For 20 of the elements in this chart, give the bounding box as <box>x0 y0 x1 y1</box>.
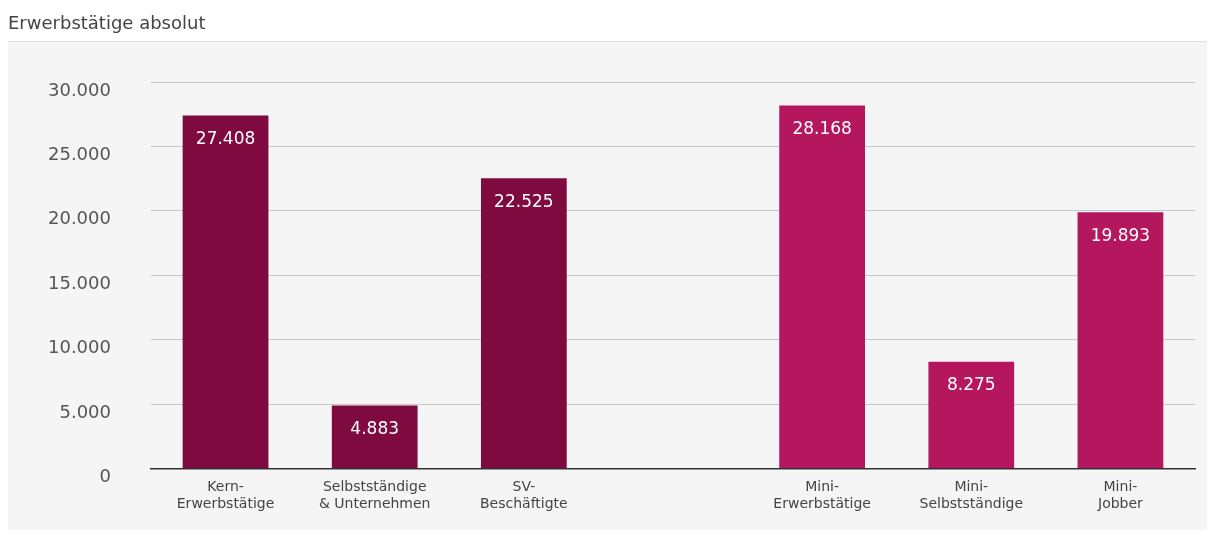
x-tick-label: Selbstständige & Unternehmen <box>318 478 431 512</box>
y-tick-label: 5.000 <box>59 400 111 422</box>
x-tick-label: SV- Beschäftigte <box>479 478 568 512</box>
y-tick-label: 10.000 <box>48 336 111 358</box>
data-label: 4.883 <box>350 417 400 438</box>
x-tick-label: Mini- Jobber <box>1097 478 1144 512</box>
y-tick-label: 20.000 <box>48 207 111 229</box>
chart-title: Erwerbstätige absolut <box>8 8 1207 42</box>
data-label: 22.525 <box>494 190 554 211</box>
data-label: 19.893 <box>1090 224 1151 245</box>
y-tick-label: 30.000 <box>48 78 111 100</box>
data-label: 28.168 <box>792 118 852 139</box>
y-tick-label: 25.000 <box>48 143 111 165</box>
x-tick-label: Kern- Erwerbstätige <box>176 478 275 512</box>
data-label: 27.408 <box>195 127 256 148</box>
y-tick-label: 15.000 <box>48 271 111 293</box>
y-tick-label: 0 <box>99 465 111 487</box>
x-tick-label: Mini- Selbstständige <box>919 478 1024 512</box>
data-label: 8.275 <box>946 374 996 395</box>
x-tick-label: Mini- Erwerbstätige <box>773 478 871 512</box>
